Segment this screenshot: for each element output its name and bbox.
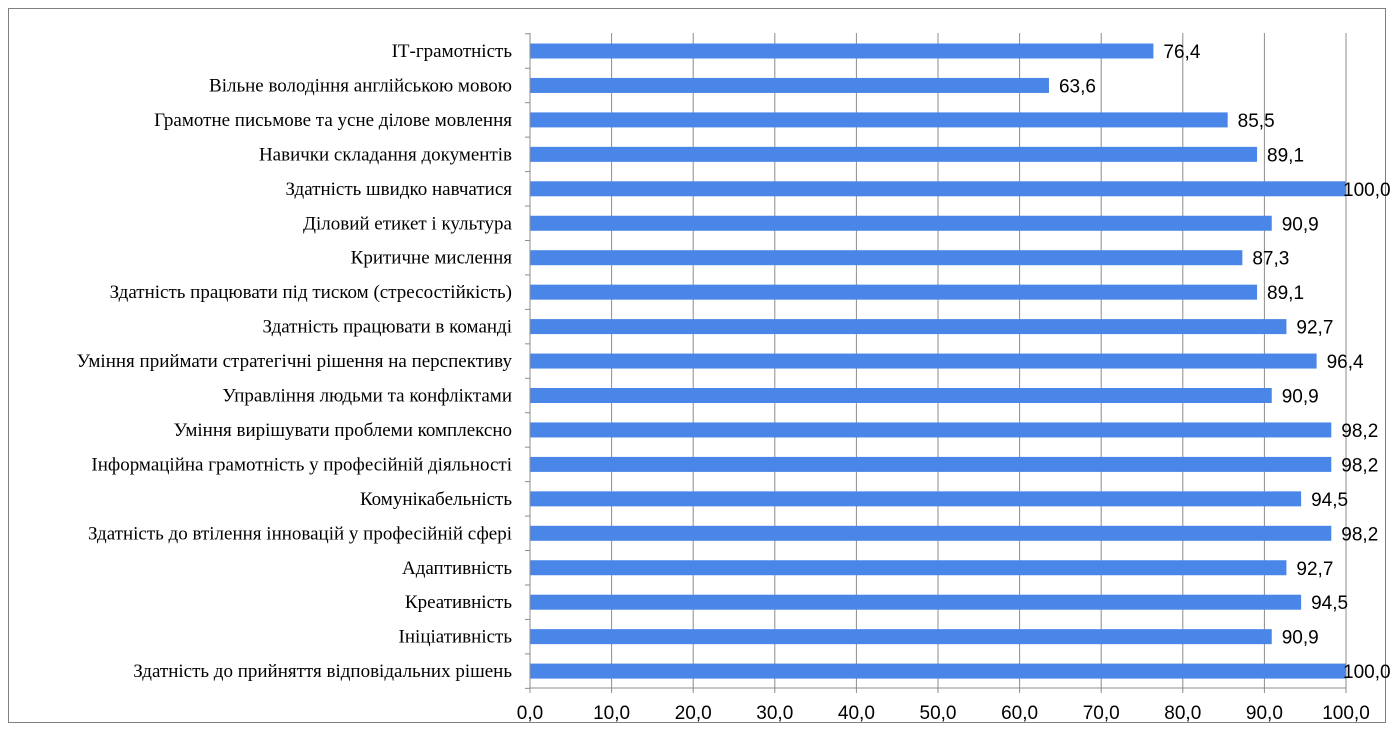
category-label: Управління людьми та конфліктами bbox=[222, 386, 512, 407]
value-label: 87,3 bbox=[1252, 249, 1289, 270]
x-tick-label: 10,0 bbox=[593, 703, 630, 724]
bar bbox=[530, 456, 1332, 472]
x-tick-label: 100,0 bbox=[1322, 703, 1370, 724]
value-label: 90,9 bbox=[1282, 214, 1319, 235]
bar bbox=[530, 594, 1302, 610]
bar bbox=[530, 629, 1272, 645]
value-label: 96,4 bbox=[1327, 352, 1364, 373]
x-axis: 0,0 10,0 20,0 30,0 40,0 50,0 60,0 70,0 80,0 90,0 1… bbox=[517, 33, 1370, 724]
x-tick-label: 90,0 bbox=[1246, 703, 1283, 724]
value-label: 76,4 bbox=[1163, 42, 1200, 63]
value-label: 85,5 bbox=[1238, 111, 1275, 132]
x-tick-label: 20,0 bbox=[675, 703, 712, 724]
bar bbox=[530, 146, 1258, 162]
value-label: 98,2 bbox=[1341, 421, 1378, 442]
category-label: Уміння вирішувати проблеми комплексно bbox=[174, 420, 512, 441]
bar bbox=[530, 319, 1287, 335]
category-label: Грамотне письмове та усне ділове мовленн… bbox=[154, 110, 512, 131]
bar bbox=[530, 112, 1228, 128]
bar bbox=[530, 663, 1346, 679]
category-label: Здатність швидко навчатися bbox=[286, 179, 513, 200]
category-label: Креативність bbox=[405, 592, 512, 613]
value-label: 90,9 bbox=[1282, 387, 1319, 408]
category-label: Уміння приймати стратегічні рішення на п… bbox=[77, 351, 513, 372]
category-label: Здатність працювати в команді bbox=[263, 317, 512, 338]
category-label: Комунікабельність bbox=[360, 489, 512, 510]
value-label: 89,1 bbox=[1267, 145, 1304, 166]
category-label: Навички складання документів bbox=[259, 144, 512, 165]
category-label: Здатність працювати під тиском (стресост… bbox=[110, 282, 512, 303]
value-labels: 76,4 63,6 85,5 89,1 100,0 90,9 87,3 89,1 92,7 96,… bbox=[1059, 42, 1391, 683]
bar bbox=[530, 560, 1287, 576]
bar bbox=[530, 525, 1332, 541]
value-label: 98,2 bbox=[1341, 524, 1378, 545]
bar bbox=[530, 422, 1332, 438]
value-label: 98,2 bbox=[1341, 455, 1378, 476]
bar bbox=[530, 388, 1272, 403]
x-tick-label: 70,0 bbox=[1083, 703, 1120, 724]
category-label: Вільне володіння англійською мовою bbox=[209, 75, 512, 96]
bar bbox=[530, 491, 1302, 507]
category-label: Здатність до втілення інновацій у профес… bbox=[88, 523, 512, 544]
category-label: Здатність до прийняття відповідальних рі… bbox=[133, 661, 512, 682]
value-label: 90,9 bbox=[1282, 628, 1319, 649]
category-label: Ініціативність bbox=[399, 627, 513, 648]
category-label: ІТ-грамотність bbox=[392, 41, 513, 62]
value-label: 100,0 bbox=[1343, 662, 1391, 683]
x-tick-label: 30,0 bbox=[756, 703, 793, 724]
category-label: Критичне мислення bbox=[351, 248, 513, 269]
value-label: 100,0 bbox=[1343, 180, 1391, 201]
bar bbox=[530, 353, 1317, 369]
value-label: 94,5 bbox=[1311, 490, 1348, 511]
bar bbox=[530, 77, 1049, 93]
category-label: Діловий етикет і культура bbox=[303, 213, 513, 234]
bars bbox=[530, 43, 1346, 679]
value-label: 94,5 bbox=[1311, 593, 1348, 614]
category-label: Адаптивність bbox=[402, 558, 512, 579]
value-label: 92,7 bbox=[1296, 559, 1333, 580]
bar bbox=[530, 181, 1346, 197]
bar bbox=[530, 284, 1258, 300]
bar bbox=[530, 43, 1154, 59]
category-labels: ІТ-грамотність Вільне володіння англійськ… bbox=[77, 41, 513, 682]
bar bbox=[530, 215, 1272, 231]
x-tick-label: 40,0 bbox=[838, 703, 875, 724]
x-tick-label: 0,0 bbox=[517, 703, 543, 724]
x-tick-label: 60,0 bbox=[1001, 703, 1038, 724]
value-label: 63,6 bbox=[1059, 76, 1096, 97]
value-label: 89,1 bbox=[1267, 283, 1304, 304]
category-label: Інформаційна грамотність у професійній д… bbox=[91, 454, 512, 475]
bar bbox=[530, 250, 1243, 266]
x-tick-label: 80,0 bbox=[1164, 703, 1201, 724]
value-label: 92,7 bbox=[1296, 318, 1333, 339]
x-tick-label: 50,0 bbox=[920, 703, 957, 724]
